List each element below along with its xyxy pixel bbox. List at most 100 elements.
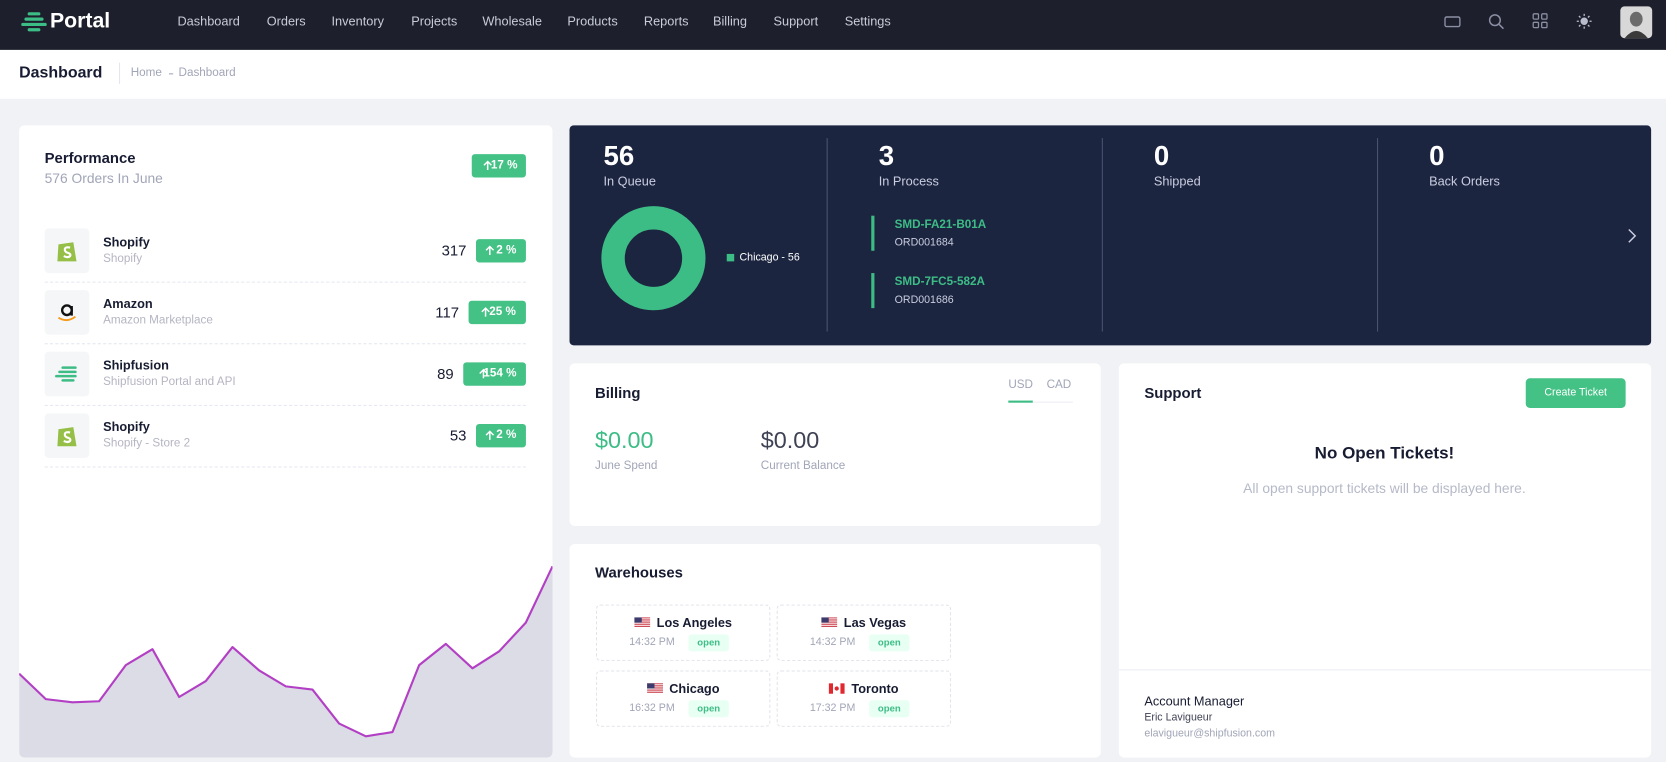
manager-email[interactable]: elavigueur@shipfusion.com	[1144, 727, 1275, 740]
badge-text: 2 %	[496, 243, 517, 257]
change-badge: 2 %	[476, 423, 526, 448]
logo-bar	[21, 22, 47, 27]
channel-icon	[57, 242, 77, 262]
apps-icon[interactable]	[1532, 13, 1549, 30]
channel-logo	[44, 228, 90, 274]
channel-name: Shipfusion	[103, 357, 169, 373]
warehouse-tile: Toronto 17:32 PM open	[776, 670, 951, 727]
brand: Portal	[49, 9, 111, 33]
breadcrumb-link[interactable]: Home	[130, 66, 162, 80]
warehouse-time: 17:32 PM	[809, 702, 856, 714]
nav-link[interactable]: Orders	[266, 13, 306, 29]
order-code[interactable]: SMD-FA21-B01A	[894, 218, 987, 231]
create-ticket-button[interactable]: Create Ticket	[1525, 378, 1626, 408]
empty-heading: No Open Tickets!	[1314, 444, 1455, 463]
up-arrow-icon	[485, 430, 494, 440]
warehouse-name-row: Las Vegas	[778, 614, 950, 631]
nav-link[interactable]: Billing	[712, 13, 747, 29]
divider	[119, 62, 121, 84]
order-code[interactable]: SMD-7FC5-582A	[894, 275, 985, 289]
warehouse-name: Chicago	[669, 681, 720, 696]
channel-count: 89	[437, 365, 454, 383]
column-divider	[1101, 138, 1103, 332]
theme-icon[interactable]	[1576, 13, 1593, 30]
nav-link[interactable]: Wholesale	[482, 13, 542, 29]
icon-shape	[1498, 23, 1504, 30]
status-text: open	[877, 702, 901, 714]
nav-link[interactable]: Projects	[411, 13, 458, 29]
badge-text: 154 %	[483, 366, 517, 380]
warehouses-card: Warehouses Los Angeles 14:32 PM open Las Veg…	[569, 544, 1101, 758]
flag-stripe	[634, 619, 651, 621]
nav-link[interactable]: Inventory	[331, 13, 384, 29]
channel-source: Amazon Marketplace	[103, 313, 213, 327]
legend-label: Chicago - 56	[739, 251, 800, 264]
flag-stripe	[821, 621, 838, 623]
page-title: Dashboard	[19, 63, 103, 82]
active-tab-indicator	[1008, 400, 1033, 403]
flag-stripe	[821, 617, 838, 619]
nav-link[interactable]: Reports	[643, 13, 689, 29]
flag-stripe	[634, 623, 651, 625]
icon-shape	[1541, 13, 1548, 20]
flag-canton	[646, 683, 655, 689]
badge-text: 17 %	[490, 158, 518, 172]
channel-count: 117	[435, 303, 459, 321]
icon-shape	[1628, 228, 1637, 243]
currency-tab[interactable]: CAD	[1046, 378, 1072, 392]
flag-icon	[829, 683, 845, 694]
up-arrow-icon	[478, 368, 488, 379]
nav-link[interactable]: Support	[773, 13, 819, 29]
search-icon[interactable]	[1488, 13, 1505, 30]
channel-name: Shopify	[103, 419, 150, 435]
flag-stripe	[634, 617, 651, 619]
nav-link[interactable]: Products	[567, 13, 618, 29]
nav-link[interactable]: Dashboard	[177, 13, 240, 29]
warehouse-time: 14:32 PM	[809, 636, 856, 649]
icon-shape	[1580, 17, 1588, 25]
next-arrow[interactable]	[1627, 228, 1638, 243]
warehouse-tile: Los Angeles 14:32 PM open	[596, 604, 771, 661]
warehouse-name: Toronto	[851, 681, 899, 696]
icon-shape	[63, 246, 72, 259]
card-title: Performance	[44, 149, 136, 167]
warehouse-time: 16:32 PM	[629, 702, 675, 714]
breadcrumb-current: Dashboard	[178, 66, 236, 80]
amount-value: $0.00	[760, 426, 820, 454]
up-arrow-icon	[481, 307, 490, 317]
nav-link[interactable]: Settings	[844, 13, 891, 29]
stat-label: Shipped	[1153, 174, 1201, 189]
amount-label: June Spend	[595, 459, 658, 473]
warehouse-time: 14:32 PM	[629, 636, 675, 649]
change-badge: 154 %	[463, 362, 526, 386]
flag-band	[829, 683, 834, 694]
tickets-icon[interactable]	[1444, 13, 1461, 30]
channel-source: Shopify	[103, 252, 143, 265]
row-divider	[44, 466, 526, 468]
order-accent	[871, 273, 875, 309]
flag-stripe	[821, 623, 838, 625]
support-card: Support Create Ticket No Open Tickets! All …	[1118, 363, 1652, 758]
icon-shape	[1444, 16, 1461, 28]
change-badge: 25 %	[468, 300, 526, 325]
icon-shape	[1532, 13, 1540, 20]
warehouse-name: Las Vegas	[843, 615, 907, 631]
queue-donut	[601, 206, 706, 311]
order-accent	[871, 215, 875, 251]
icon-shape	[1541, 21, 1548, 29]
order-status-panel: 56 In Queue 3 In Process 0 Shipped 0 Back Order…	[569, 125, 1652, 346]
status-text: open	[697, 637, 721, 648]
amount-value: $0.00	[595, 426, 654, 454]
flag-canton	[821, 617, 829, 623]
logo-bar	[27, 12, 41, 16]
card-subtitle: 576 Orders In June	[44, 170, 163, 187]
icon-shape	[1532, 21, 1540, 29]
trend-line	[19, 565, 553, 738]
billing-card: Billing USD CAD $0.00 June Spend $0.00 Current…	[569, 363, 1101, 526]
column-divider	[1377, 138, 1379, 332]
avatar[interactable]	[1620, 6, 1653, 39]
currency-tab[interactable]: USD	[1008, 378, 1033, 392]
icon-shape	[481, 307, 490, 317]
status-text: open	[697, 702, 721, 714]
